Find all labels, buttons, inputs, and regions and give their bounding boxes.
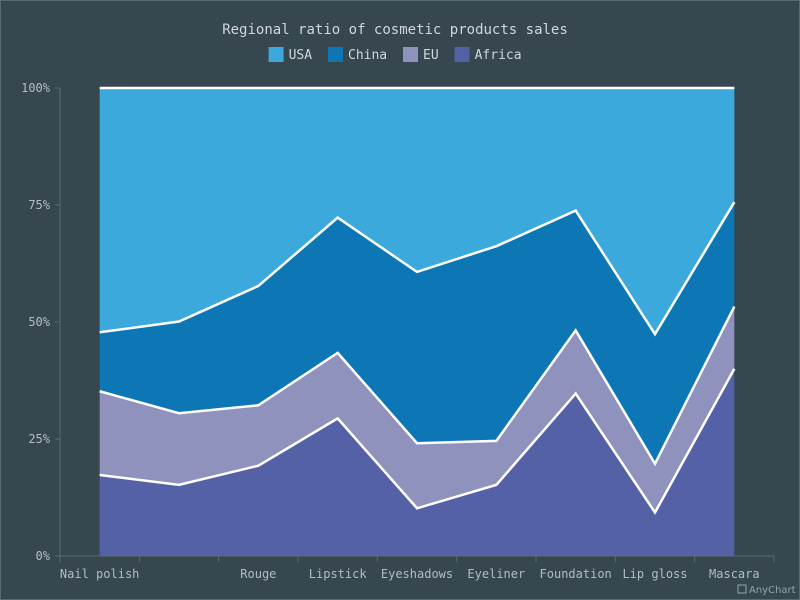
- legend-item-eu[interactable]: EU: [403, 47, 439, 63]
- legend-item-usa[interactable]: USA: [268, 47, 313, 63]
- area-china[interactable]: [99, 202, 735, 464]
- legend-label: China: [348, 48, 387, 63]
- area-usa[interactable]: [99, 88, 735, 335]
- x-tick-label: Eyeliner: [467, 567, 525, 581]
- y-axis: 0% 25% 50% 75% 100%: [21, 81, 61, 563]
- legend-item-africa[interactable]: Africa: [454, 47, 522, 63]
- credit-label: AnyChart: [749, 585, 796, 596]
- credit-logo[interactable]: AnyChart: [737, 584, 796, 596]
- y-tick-label: 50%: [28, 315, 50, 329]
- x-tick-label: Nail polish: [60, 567, 139, 581]
- legend-swatch: [454, 47, 470, 62]
- y-tick-label: 0%: [36, 549, 51, 563]
- legend-label: Africa: [475, 48, 522, 63]
- series-lines: [99, 86, 736, 515]
- legend-label: EU: [423, 48, 439, 63]
- x-tick-label: Eyeshadows: [381, 567, 453, 581]
- area-eu[interactable]: [99, 306, 735, 513]
- legend-swatch: [328, 47, 343, 62]
- y-tick-label: 100%: [21, 81, 51, 95]
- x-tick-label: Mascara: [709, 567, 760, 581]
- line-africa: [99, 368, 736, 515]
- plot-areas: [99, 88, 735, 556]
- anychart-icon: [737, 584, 747, 594]
- legend-swatch: [268, 47, 284, 62]
- y-tick-label: 25%: [28, 432, 50, 446]
- line-china: [99, 201, 736, 337]
- line-eu: [99, 305, 736, 467]
- legend-swatch: [403, 47, 418, 62]
- x-axis: Nail polish Rouge Lipstick Eyeshadows Eyelin…: [59, 555, 775, 581]
- x-tick-label: Lipstick: [309, 567, 368, 581]
- legend-item-china[interactable]: China: [328, 47, 387, 63]
- area-africa[interactable]: [99, 368, 735, 556]
- x-tick-label: Foundation: [540, 567, 612, 581]
- x-tick-label: Lip gloss: [622, 567, 687, 581]
- chart-title: Regional ratio of cosmetic products sale…: [222, 22, 568, 38]
- x-tick-label: Rouge: [240, 567, 276, 581]
- legend: USA China EU Africa: [268, 47, 522, 63]
- legend-label: USA: [289, 48, 313, 63]
- y-tick-label: 75%: [28, 198, 50, 212]
